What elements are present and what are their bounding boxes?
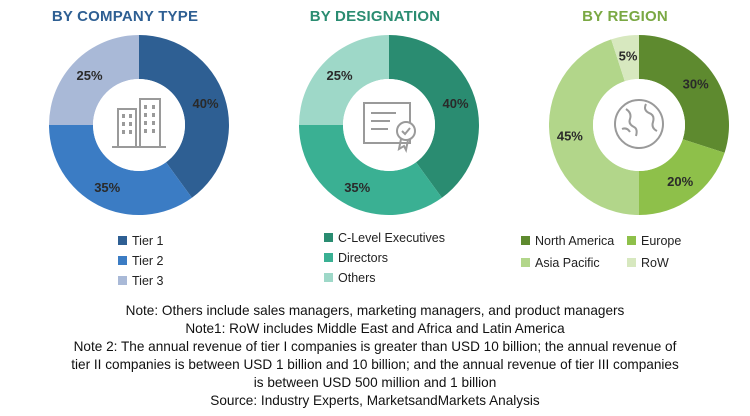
legend-swatch (118, 256, 127, 265)
legend-item-north-america: North America (521, 231, 614, 251)
legend-label: Asia Pacific (535, 256, 600, 270)
legend-label: Europe (641, 234, 682, 248)
designation-panel: BY DESIGNATION 40% 35% 25% C-Level Executi… (250, 0, 500, 300)
slice-value-label: 25% (76, 68, 102, 83)
note-row: Note1: RoW includes Middle East and Afri… (185, 321, 565, 336)
legend-item-europe: Europe (627, 231, 681, 251)
legend-swatch (118, 236, 127, 245)
note-revenue-line-1: Note 2: The annual revenue of tier I com… (73, 339, 677, 354)
region-donut: 30% 20% 45% 5% (548, 35, 729, 216)
legend-swatch (627, 236, 636, 245)
legend-swatch (118, 276, 127, 285)
slice-value-label: 25% (326, 68, 352, 83)
slice-value-label: 30% (683, 76, 709, 91)
designation-donut: 40% 35% 25% (299, 35, 479, 215)
region-panel: BY REGION 30% 20% 45% 5% North America Euro… (500, 0, 750, 300)
legend-item-others: Others (324, 268, 445, 288)
legend-item-directors: Directors (324, 248, 445, 268)
legend-item-tier-1: Tier 1 (118, 231, 164, 251)
certificate-icon (363, 102, 416, 154)
note-others: Note: Others include sales managers, mar… (125, 303, 625, 318)
legend-label: North America (535, 234, 615, 248)
legend-item-tier-3: Tier 3 (118, 271, 164, 291)
slice-value-label: 40% (443, 96, 469, 111)
legend-swatch (324, 273, 333, 282)
legend-label: Tier 2 (132, 254, 164, 268)
legend-label: RoW (641, 256, 669, 270)
slice-value-label: 5% (619, 48, 638, 63)
legend-swatch (521, 236, 530, 245)
slice-tier-1 (139, 35, 229, 198)
designation-legend: C-Level Executives Directors Others (324, 228, 445, 288)
donut-hole (593, 79, 685, 171)
source-note: Source: Industry Experts, MarketsandMark… (210, 393, 540, 408)
slice-tier-2 (49, 125, 192, 215)
slice-asia-pacific (548, 39, 639, 216)
globe-icon (614, 99, 664, 149)
footnotes: Note: Others include sales managers, mar… (0, 302, 750, 410)
slice-europe (639, 139, 725, 215)
legend-label: Tier 3 (132, 274, 164, 288)
note-revenue-line-3: is between USD 500 million and 1 billion (253, 375, 497, 390)
legend-label: Directors (338, 251, 389, 265)
slice-value-label: 35% (344, 180, 370, 195)
company-type-legend: Tier 1 Tier 2 Tier 3 (118, 231, 164, 291)
designation-title: BY DESIGNATION (309, 8, 441, 25)
slice-value-label: 20% (667, 174, 693, 189)
slice-value-label: 45% (557, 128, 583, 143)
company-type-title: BY COMPANY TYPE (51, 8, 199, 25)
note-revenue-line-2: tier II companies is between USD 1 billi… (71, 357, 679, 372)
legend-swatch (324, 253, 333, 262)
slice-value-label: 35% (94, 180, 120, 195)
legend-label: C-Level Executives (338, 231, 445, 245)
region-title: BY REGION (582, 8, 668, 25)
slice-directors (299, 125, 442, 215)
legend-item-asia-pacific: Asia Pacific (521, 253, 600, 273)
buildings-icon (112, 98, 166, 148)
slice-c-level-executives (389, 35, 479, 198)
slice-tier-3 (49, 35, 139, 125)
slice-value-label: 40% (193, 96, 219, 111)
slice-others (299, 35, 389, 125)
legend-swatch (627, 258, 636, 267)
legend-swatch (324, 233, 333, 242)
legend-item-row: RoW (627, 253, 669, 273)
company-type-panel: BY COMPANY TYPE 40% 35% 25% Tier 1 Tier 2 … (0, 0, 250, 300)
slice-row (611, 35, 639, 82)
legend-swatch (521, 258, 530, 267)
legend-label: Tier 1 (132, 234, 164, 248)
legend-item-tier-2: Tier 2 (118, 251, 164, 271)
legend-item-c-level: C-Level Executives (324, 228, 445, 248)
slice-north-america (639, 35, 729, 153)
legend-label: Others (338, 271, 376, 285)
